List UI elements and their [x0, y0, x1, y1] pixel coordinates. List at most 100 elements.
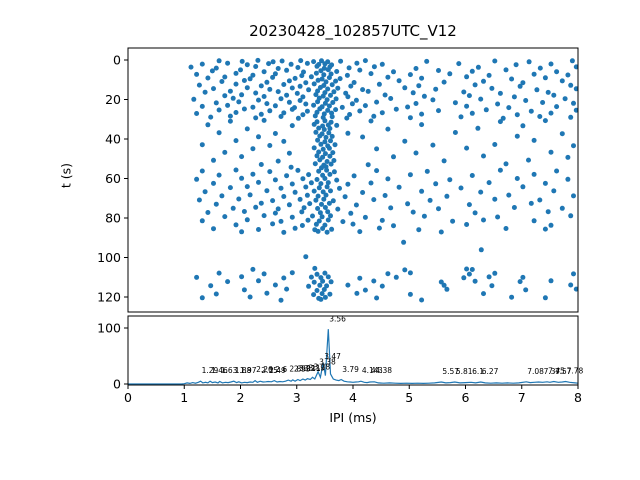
- scatter-point: [427, 197, 433, 203]
- scatter-point: [486, 72, 492, 78]
- scatter-point: [216, 172, 222, 178]
- scatter-point: [337, 185, 342, 191]
- scatter-point: [306, 87, 312, 93]
- scatter-point: [253, 204, 259, 210]
- scatter-point: [492, 58, 498, 64]
- scatter-point: [374, 146, 380, 152]
- scatter-point: [322, 100, 328, 106]
- scatter-points-group: [188, 57, 578, 303]
- scatter-point: [247, 76, 253, 82]
- scatter-point: [335, 85, 341, 91]
- scatter-point: [284, 286, 290, 292]
- scatter-point: [284, 92, 290, 98]
- scatter-point: [202, 89, 208, 95]
- scatter-point: [239, 58, 245, 64]
- scatter-point: [199, 142, 205, 148]
- scatter-point: [441, 158, 447, 164]
- scatter-point: [295, 115, 301, 121]
- scatter-point: [319, 165, 324, 171]
- scatter-point: [205, 210, 211, 215]
- scatter-point: [314, 153, 320, 159]
- scatter-point: [275, 89, 281, 95]
- scatter-point: [199, 218, 205, 224]
- scatter-point: [368, 118, 374, 124]
- scatter-point: [327, 126, 333, 131]
- peak-annotation: 7.57: [555, 367, 572, 376]
- scatter-point: [379, 283, 385, 289]
- scatter-point: [545, 209, 551, 215]
- scatter-point: [258, 83, 264, 89]
- scatter-point: [419, 122, 425, 128]
- scatter-point: [330, 100, 336, 105]
- scatter-point: [281, 275, 287, 281]
- scatter-point: [304, 60, 310, 66]
- scatter-point: [315, 77, 321, 83]
- scatter-point: [239, 274, 245, 280]
- scatter-point: [306, 283, 312, 289]
- scatter-point: [472, 82, 478, 88]
- scatter-point: [289, 270, 295, 276]
- scatter-point: [216, 270, 222, 276]
- scatter-point: [205, 75, 211, 81]
- scatter-point: [444, 193, 450, 199]
- scatter-point: [323, 79, 329, 85]
- scatter-point: [194, 176, 200, 182]
- scatter-point: [456, 61, 462, 67]
- scatter-point: [489, 283, 495, 289]
- scatter-point: [410, 209, 416, 215]
- scatter-point: [376, 225, 382, 231]
- scatter-point: [419, 75, 425, 81]
- scatter-point: [230, 205, 236, 211]
- scatter-point: [324, 283, 330, 289]
- peak-annotation: 3.02: [299, 364, 316, 373]
- scatter-point: [333, 96, 339, 102]
- scatter-point: [362, 214, 368, 220]
- scatter-point: [554, 104, 560, 110]
- scatter-point: [310, 213, 315, 219]
- scatter-point: [264, 101, 270, 107]
- scatter-point: [194, 274, 200, 280]
- scatter-point: [281, 110, 287, 116]
- scatter-point: [466, 202, 472, 208]
- scatter-point: [300, 94, 306, 100]
- scatter-point: [353, 202, 359, 208]
- scatter-point: [421, 213, 427, 219]
- scatter-point: [315, 193, 321, 199]
- scatter-point: [569, 58, 575, 64]
- scatter-point: [542, 226, 548, 232]
- scatter-point: [325, 180, 331, 186]
- scatter-point: [328, 138, 333, 144]
- scatter-point: [413, 101, 419, 106]
- scatter-point: [196, 197, 202, 203]
- scatter-point: [213, 201, 219, 207]
- scatter-point: [514, 176, 520, 181]
- peak-annotation: 1.88: [235, 366, 252, 375]
- peak-annotation: 2.6: [275, 365, 287, 374]
- scatter-point: [325, 274, 331, 280]
- scatter-point: [281, 229, 287, 235]
- scatter-point: [264, 79, 270, 85]
- scatter-point: [295, 65, 301, 70]
- scatter-point: [407, 72, 413, 78]
- scatter-point: [405, 104, 411, 110]
- scatter-point: [258, 162, 264, 167]
- scatter-point: [267, 86, 273, 92]
- figure-title: 20230428_102857UTC_V12: [249, 22, 457, 40]
- scatter-point: [279, 58, 285, 64]
- scatter-point: [275, 206, 281, 212]
- scatter-point: [313, 129, 319, 135]
- scatter-point: [464, 222, 470, 227]
- scatter-point: [551, 92, 557, 98]
- scatter-point: [208, 114, 214, 120]
- histogram-axes-box: [127, 315, 579, 386]
- scatter-point: [253, 115, 259, 121]
- scatter-point: [407, 270, 413, 276]
- scatter-point: [307, 201, 313, 207]
- scatter-point: [256, 179, 261, 185]
- scatter-point: [481, 291, 486, 297]
- scatter-point: [329, 82, 335, 88]
- scatter-point: [327, 153, 333, 159]
- scatter-point: [469, 173, 475, 178]
- scatter-point: [344, 72, 350, 78]
- scatter-point: [321, 196, 327, 202]
